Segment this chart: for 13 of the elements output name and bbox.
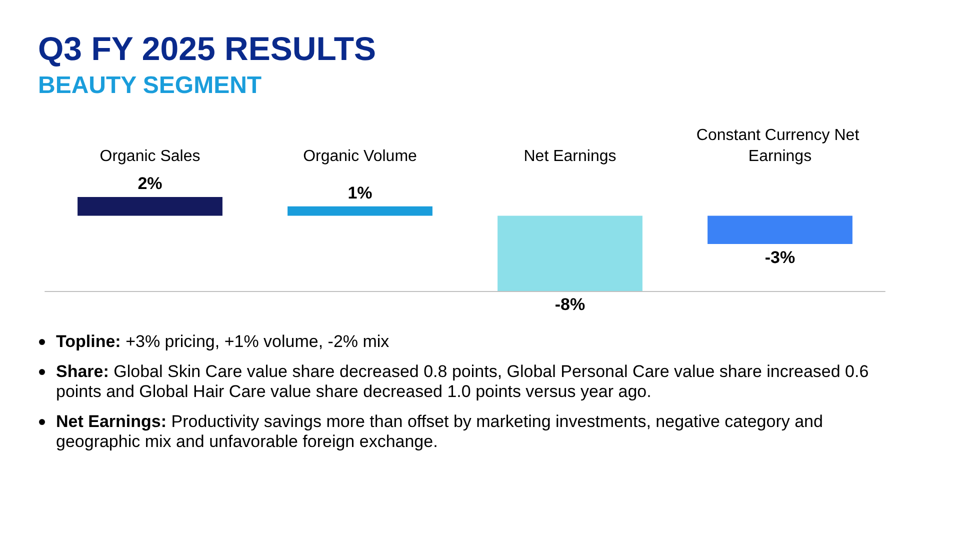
- data-label: -3%: [764, 248, 796, 267]
- x-tick-label: Net Earnings: [524, 148, 616, 165]
- text: Share: Global Skin Care value share decreased 0.8 points, Global Personal Care value share increased 0.6 points and Global Hair Care value share decreased 1.0 points versus year ago.: [55, 362, 870, 402]
- x-tick-label: Organic Volume: [303, 148, 418, 165]
- x-tick-label: Organic Sales: [100, 148, 200, 165]
- chart-title: Q3 FY 2025 RESULTS: [38, 30, 376, 68]
- chart-subtitle: BEAUTY SEGMENT: [38, 72, 262, 100]
- data-label: 2%: [138, 174, 162, 193]
- text: Topline: +3% pricing, +1% volume, -2% mix: [55, 332, 390, 352]
- data-label: -8%: [554, 295, 586, 314]
- x-tick-label: Constant Currency Net Earnings: [696, 127, 864, 165]
- data-label: 1%: [348, 183, 372, 202]
- text: Net Earnings: Productivity savings more than offset by marketing investments, negative category and geographic mix and unfavorable foreign exchange.: [55, 412, 824, 452]
